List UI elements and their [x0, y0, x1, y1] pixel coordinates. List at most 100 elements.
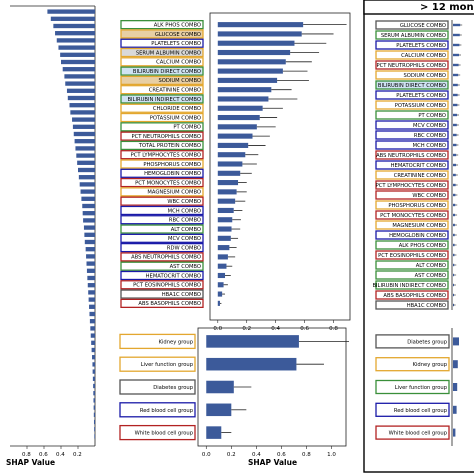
right-group-label-box	[375, 379, 450, 395]
left-bar	[82, 211, 95, 216]
middle-feature-label: WBC COMBO	[167, 199, 201, 205]
right-feature-label-box	[375, 70, 449, 80]
left-bar	[62, 67, 95, 72]
middle-feature-label-box	[120, 75, 204, 86]
middle-group-label-box	[119, 333, 196, 350]
right-panel-title: > 12 mon	[420, 2, 474, 13]
middle-feature-label-box	[120, 187, 204, 197]
middle-feature-label-box	[120, 270, 204, 281]
right-feature-label: PCT EOSINOPHILS COMBO	[378, 253, 446, 259]
middle-feature-bar	[217, 198, 236, 204]
middle-feature-bar	[217, 152, 246, 158]
left-bar	[89, 311, 95, 317]
right-feature-label-box	[375, 40, 449, 50]
right-feature-bar	[453, 113, 457, 117]
right-feature-label: BILIRUBIN INDIRECT COMBO	[372, 283, 446, 289]
right-feature-bar	[453, 103, 458, 107]
right-feature-label-box	[375, 50, 449, 60]
left-bar	[74, 139, 95, 144]
middle-feature-label-box	[120, 252, 204, 262]
middle-top-axes: ALK PHOS COMBO GLUCOSE COMBO PLATELETS COM…	[120, 12, 351, 332]
middle-group-label-box	[119, 402, 196, 418]
right-feature-label-box	[375, 60, 449, 70]
middle-feature-bar	[217, 96, 269, 102]
middle-feature-label: HEMATOCRIT COMBO	[146, 273, 201, 279]
middle-feature-label: RDW COMBO	[167, 245, 201, 251]
middle-feature-tick-label: 0.4	[271, 326, 280, 332]
middle-group-bar	[206, 403, 232, 417]
middle-feature-label: ALT COMBO	[171, 227, 201, 233]
right-feature-label-box	[375, 130, 449, 140]
right-group-label: Liver function group	[395, 385, 448, 391]
middle-feature-bar	[217, 207, 234, 214]
middle-feature-label-box	[120, 168, 204, 178]
middle-group-bars	[206, 335, 350, 439]
middle-feature-bar	[217, 161, 243, 167]
middle-feature-bar	[217, 68, 283, 74]
right-feature-bar	[453, 133, 457, 137]
left-panel-axes: 0.2 0.4 0.6 0.8 SHAP Value	[6, 5, 96, 467]
middle-feature-label: PT COMBO	[173, 125, 201, 131]
right-feature-label: PCT LYMPHOCYTES COMBO	[376, 183, 446, 189]
right-feature-bar	[453, 73, 459, 77]
middle-group-label: White blood cell group	[135, 431, 194, 437]
left-bar	[92, 355, 95, 360]
right-feature-bars	[453, 23, 463, 307]
middle-feature-bar	[217, 114, 260, 121]
left-bar	[80, 189, 95, 194]
right-feature-label-box	[375, 20, 449, 30]
left-bar	[86, 261, 95, 266]
middle-feature-label-box	[120, 196, 204, 206]
left-bar	[72, 124, 95, 129]
middle-feature-label-box	[120, 57, 204, 67]
middle-feature-bar	[217, 254, 228, 260]
right-feature-bar	[453, 163, 457, 167]
right-feature-label: ABS BASOPHILS COMBO	[383, 293, 446, 299]
middle-feature-bar	[217, 217, 233, 223]
middle-feature-bar	[217, 282, 224, 288]
left-bar	[65, 81, 95, 86]
left-bar	[93, 383, 95, 389]
right-feature-bar	[453, 123, 457, 127]
middle-feature-label-box	[120, 280, 204, 290]
middle-bottom-ticks: 0.0 0.2 0.4 0.6 0.8 1.0	[202, 446, 336, 458]
middle-top-ticks: 0.0 0.2 0.4 0.6 0.8	[213, 320, 338, 332]
middle-feature-label: HEMOGLOBIN COMBO	[144, 171, 201, 177]
middle-feature-label-box	[120, 47, 204, 58]
middle-feature-label-box	[120, 215, 204, 225]
right-outer-frame	[363, 0, 474, 473]
middle-feature-label: AST COMBO	[170, 264, 201, 270]
middle-feature-bar	[217, 226, 232, 232]
middle-feature-tick-label: 0.0	[213, 326, 222, 332]
left-bar	[72, 117, 95, 122]
middle-feature-bar	[217, 87, 272, 93]
middle-feature-bar	[217, 40, 295, 46]
middle-feature-bar	[217, 291, 223, 297]
right-group-label: Kidney group	[413, 362, 448, 368]
right-feature-label-box	[375, 190, 449, 200]
right-feature-bar	[453, 143, 457, 147]
middle-feature-bar	[217, 235, 231, 241]
left-bar	[92, 376, 95, 381]
middle-feature-label-box	[120, 38, 204, 48]
middle-feature-label-box	[120, 140, 204, 151]
right-feature-label-box	[375, 260, 449, 270]
right-feature-bar	[453, 43, 460, 47]
middle-group-tick-label: 1.0	[327, 452, 336, 458]
middle-feature-label: MCH COMBO	[168, 208, 201, 214]
middle-group-bar	[206, 335, 299, 348]
left-bar	[70, 110, 95, 115]
right-feature-label: ALK PHOS COMBO	[399, 243, 446, 249]
left-bar	[78, 175, 95, 180]
middle-feature-label-box	[120, 94, 204, 104]
right-feature-bar	[453, 283, 454, 287]
middle-x-axis-label: SHAP Value	[248, 458, 297, 467]
middle-group-labels: Kidney group Liver function group Diabetes…	[119, 333, 196, 441]
right-feature-bar	[453, 213, 456, 217]
left-bar	[60, 52, 95, 57]
middle-group-tick-label: 0.8	[302, 452, 311, 458]
left-bar	[76, 153, 95, 158]
left-bar	[94, 427, 95, 432]
left-bar	[82, 203, 95, 209]
middle-feature-bar	[217, 49, 291, 56]
